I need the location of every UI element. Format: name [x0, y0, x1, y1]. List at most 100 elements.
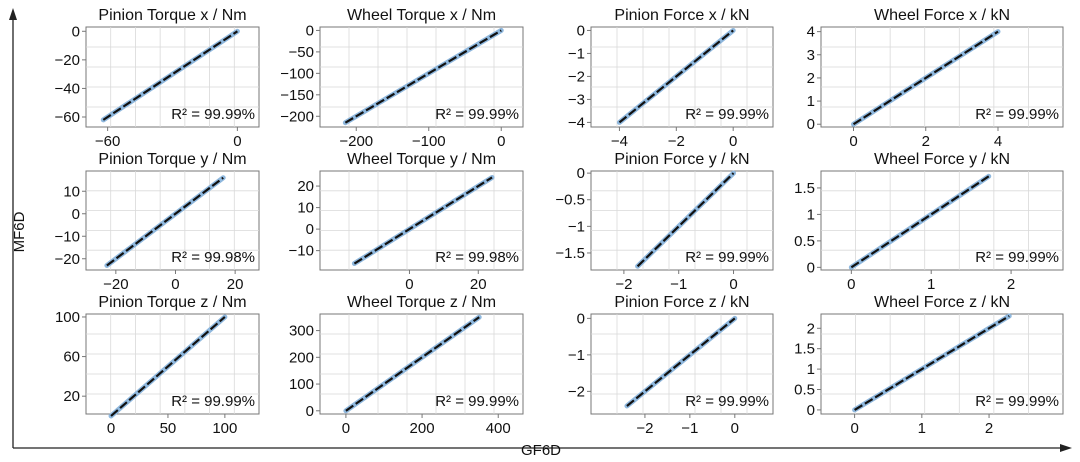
panel-7: Pinion Force y / kN 0 −0.5 −1 −1.5 −2 −1 0 R² = …	[555, 151, 774, 293]
y-tick-label: 1.5	[794, 180, 815, 197]
fit-line	[344, 29, 502, 124]
y-tick-label: 0	[807, 259, 815, 276]
r2-label: R² = 99.99%	[171, 106, 255, 123]
y-tick-label: 100	[289, 376, 314, 393]
panel-title: Pinion Torque z / Nm	[98, 294, 246, 311]
plot-area	[590, 26, 774, 128]
x-tick-label: 0	[849, 133, 857, 150]
fit-line	[850, 175, 990, 269]
y-tick-label: 0.5	[794, 382, 815, 399]
panel-9: Pinion Torque z / Nm 100 60 20 0 50 100 R² = 99…	[55, 294, 260, 437]
x-tick-label: 200	[410, 420, 435, 437]
x-tick-label: −2	[668, 133, 685, 150]
x-tick-label: 1	[927, 276, 935, 293]
x-tick-label: 4	[994, 133, 1002, 150]
y-tick-label: 0	[72, 206, 80, 223]
y-tick-label: 60	[63, 349, 80, 366]
y-tick-label: 20	[63, 388, 80, 405]
fit-line	[852, 30, 999, 126]
y-tick-label: 10	[297, 200, 314, 217]
x-tick-label: 0	[497, 133, 505, 150]
x-tick-label: −1	[670, 276, 687, 293]
plot-area	[820, 313, 1064, 415]
panel-grid: Pinion Torque x / Nm0−20−40−60−60 0R² = 9…	[55, 7, 1064, 437]
y-tick-label: 20	[297, 178, 314, 195]
r2-label: R² = 99.99%	[435, 106, 519, 123]
plot-area	[85, 170, 260, 271]
y-tick-label: −2	[568, 383, 585, 400]
y-tick-label: 3	[807, 47, 815, 64]
panel-title: Wheel Force x / kN	[874, 7, 1010, 24]
fit-line	[102, 30, 238, 121]
figure-x-arrow	[1060, 444, 1072, 452]
x-tick-label: 2	[922, 133, 930, 150]
panel-title: Pinion Force z / kN	[614, 294, 749, 311]
panel-title: Wheel Torque x / Nm	[347, 7, 496, 24]
y-tick-label: −40	[55, 80, 80, 97]
panel-title: Wheel Torque z / Nm	[347, 294, 496, 311]
x-tick-label: 400	[486, 420, 511, 437]
panel-8: Wheel Force y / kN 1.5 1 0.5 0 0 1 2 R² = 99.99%	[794, 151, 1064, 293]
plot-area	[820, 170, 1064, 271]
plot-area	[319, 26, 524, 128]
r2-label: R² = 99.99%	[435, 393, 519, 410]
fit-line	[636, 172, 735, 268]
x-tick-label: 2	[985, 420, 993, 437]
y-tick-label: 0	[577, 310, 585, 327]
y-tick-label: 0	[306, 403, 314, 420]
x-tick-label: −100	[412, 133, 446, 150]
fit-line	[626, 317, 736, 407]
y-tick-label: −3	[568, 91, 585, 108]
x-tick-label: 0	[850, 420, 858, 437]
y-tick-label: −2	[568, 68, 585, 85]
y-tick-label: 4	[807, 24, 815, 41]
y-tick-label: 2	[807, 70, 815, 87]
y-tick-label: −20	[55, 52, 80, 69]
x-tick-label: 20	[227, 276, 244, 293]
y-tick-label: 300	[289, 323, 314, 340]
figure-y-arrow	[9, 8, 17, 20]
y-tick-label: 1	[807, 93, 815, 110]
r2-label: R² = 99.99%	[685, 393, 769, 410]
y-tick-label: −0.5	[555, 192, 585, 209]
x-tick-label: 0	[847, 276, 855, 293]
r2-label: R² = 99.99%	[171, 393, 255, 410]
panel-10: Wheel Torque z / Nm 300 200 100 0 0 200 400 R² =…	[289, 294, 524, 437]
panel-6: Wheel Torque y / Nm 20 10 0 −10 0 20 R² = 99.98…	[289, 151, 524, 293]
plot-area	[319, 313, 524, 415]
y-tick-label: 0	[577, 165, 585, 182]
panel-title: Wheel Torque y / Nm	[347, 151, 496, 168]
y-tick-label: −10	[289, 243, 314, 260]
y-tick-label: 0	[72, 23, 80, 40]
panel-title: Pinion Force y / kN	[614, 151, 749, 168]
plot-area	[820, 26, 1064, 128]
panel-title: Pinion Force x / kN	[614, 7, 749, 24]
panel-12: Wheel Force z / kN 2 1.5 1 0.5 0 0 1 2 R² = 99.99…	[794, 294, 1064, 437]
figure-xlabel: GF6D	[521, 442, 561, 459]
x-tick-label: 0	[729, 276, 737, 293]
x-tick-label: 50	[160, 420, 177, 437]
r2-label: R² = 99.99%	[685, 106, 769, 123]
figure-ylabel: MF6D	[11, 211, 28, 252]
x-tick-label: 2	[1007, 276, 1015, 293]
panel-3: Pinion Force x / kN 0 −1 −2 −3 −4 −4 −2 0 R² = 99…	[568, 7, 774, 150]
x-tick-label: −200	[339, 133, 373, 150]
y-tick-label: −10	[55, 228, 80, 245]
y-tick-label: 2	[807, 320, 815, 337]
x-tick-label: 0	[233, 133, 241, 150]
x-tick-label: 0	[405, 276, 413, 293]
y-tick-label: 100	[55, 309, 80, 326]
y-tick-label: 1	[807, 206, 815, 223]
x-tick-label: −60	[95, 133, 120, 150]
y-tick-label: −4	[568, 114, 585, 131]
panel-11: Pinion Force z / kN 0 −1 −2 −2 −1 0 R² = 99.99%	[568, 294, 774, 437]
y-tick-label: 0.5	[794, 233, 815, 250]
x-tick-label: −2	[615, 276, 632, 293]
panel-4: Wheel Force x / kN 0 1 2 3 4 0 2 4 R² = 99.99%	[807, 7, 1064, 150]
x-tick-label: 1	[918, 420, 926, 437]
y-tick-label: 200	[289, 349, 314, 366]
y-tick-label: −60	[55, 109, 80, 126]
fit-line	[106, 176, 224, 267]
y-tick-label: −1	[568, 347, 585, 364]
